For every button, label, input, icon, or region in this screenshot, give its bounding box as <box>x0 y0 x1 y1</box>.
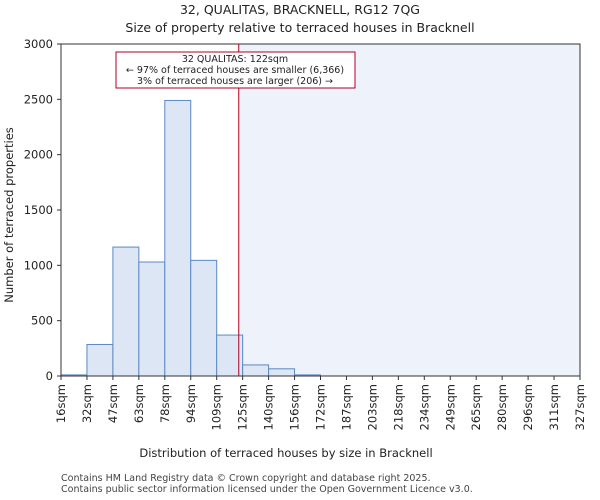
annotation-frame <box>115 51 356 89</box>
chart-title: 32, QUALITAS, BRACKNELL, RG12 7QG <box>180 2 420 17</box>
y-tick-label-2000: 2000 <box>24 148 53 162</box>
x-tick-label-296sqm: 296sqm <box>521 384 535 430</box>
x-tick-label-218sqm: 218sqm <box>391 384 405 430</box>
bar-94sqm <box>190 259 218 377</box>
y-axis-label: Number of terraced properties <box>2 127 16 303</box>
x-tick-label-109sqm: 109sqm <box>210 384 224 430</box>
footer-licence: Contains public sector information licen… <box>61 484 473 495</box>
x-tick-label-234sqm: 234sqm <box>417 384 431 430</box>
x-tick-label-78sqm: 78sqm <box>158 384 172 423</box>
x-axis-label: Distribution of terraced houses by size … <box>139 446 432 460</box>
y-tick-label-500: 500 <box>31 314 53 328</box>
footer-copyright: Contains HM Land Registry data © Crown c… <box>61 473 431 484</box>
bar-78sqm <box>164 99 192 377</box>
x-tick-label-125sqm: 125sqm <box>236 384 250 430</box>
chart-subtitle: Size of property relative to terraced ho… <box>125 20 474 35</box>
x-axis-ticks: 16sqm 32sqm 47sqm 63sqm 78sqm 94sqm 109sqm 125s… <box>54 376 587 430</box>
x-tick-label-63sqm: 63sqm <box>132 384 146 423</box>
x-tick-label-16sqm: 16sqm <box>54 384 68 423</box>
y-tick-label-2500: 2500 <box>24 92 53 106</box>
x-tick-label-94sqm: 94sqm <box>184 384 198 423</box>
x-tick-label-311sqm: 311sqm <box>547 384 561 430</box>
annotation-line-2: ← 97% of terraced houses are smaller (6,… <box>126 65 344 76</box>
y-tick-label-1500: 1500 <box>24 203 53 217</box>
x-tick-label-203sqm: 203sqm <box>365 384 379 430</box>
x-tick-label-47sqm: 47sqm <box>106 384 120 423</box>
x-tick-label-32sqm: 32sqm <box>80 384 94 423</box>
y-tick-label-0: 0 <box>46 369 53 383</box>
bar-47sqm <box>112 246 140 377</box>
bar-63sqm <box>138 261 166 377</box>
x-tick-label-187sqm: 187sqm <box>339 384 353 430</box>
y-axis-ticks: 0 500 1000 1500 2000 2500 3000 <box>24 37 61 383</box>
y-tick-label-3000: 3000 <box>24 37 53 51</box>
annotation-line-3: 3% of terraced houses are larger (206) → <box>137 76 333 87</box>
x-tick-label-156sqm: 156sqm <box>288 384 302 430</box>
bar-140sqm <box>268 368 296 377</box>
x-tick-label-327sqm: 327sqm <box>573 384 587 430</box>
x-tick-label-280sqm: 280sqm <box>495 384 509 430</box>
x-tick-label-265sqm: 265sqm <box>469 384 483 430</box>
y-tick-label-1000: 1000 <box>24 258 53 272</box>
bars-group <box>60 99 321 377</box>
annotation-line-1: 32 QUALITAS: 122sqm <box>182 54 288 65</box>
bar-125sqm <box>242 364 270 377</box>
x-tick-label-140sqm: 140sqm <box>262 384 276 430</box>
x-tick-label-172sqm: 172sqm <box>314 384 328 430</box>
annotation-box: 32 QUALITAS: 122sqm ← 97% of terraced ho… <box>115 51 356 89</box>
x-tick-label-249sqm: 249sqm <box>443 384 457 430</box>
bar-32sqm <box>86 343 114 377</box>
larger-region-highlight <box>238 44 580 376</box>
